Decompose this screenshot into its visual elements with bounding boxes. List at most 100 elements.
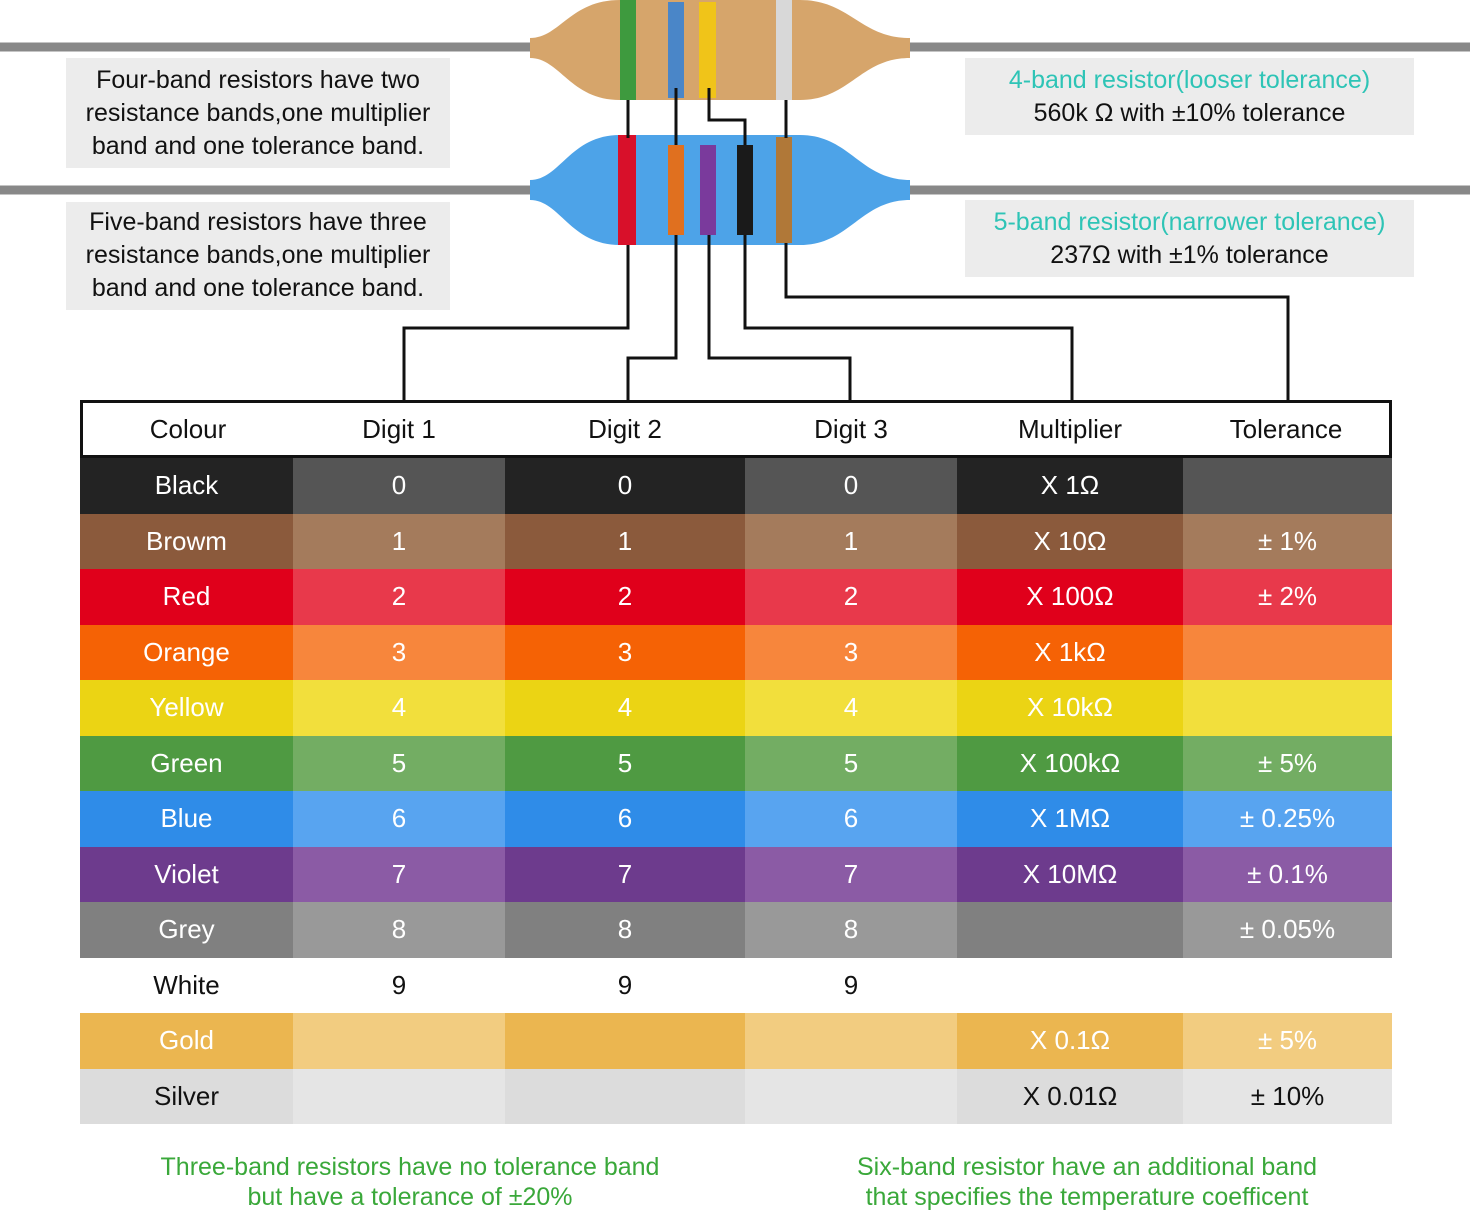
table-row: Gold X 0.1Ω ± 5% (80, 1013, 1392, 1069)
table-cell: ± 0.05% (1183, 902, 1392, 958)
table-cell: ± 0.25% (1183, 791, 1392, 847)
note-line: resistance bands,one multiplier (85, 99, 431, 127)
band (699, 2, 716, 98)
colour-name: Browm (80, 513, 293, 569)
footnote-line: that specifies the temperature coefficen… (865, 1183, 1309, 1211)
table-cell (1183, 957, 1392, 1013)
table-cell: 5 (745, 735, 957, 791)
table-cell: 7 (745, 846, 957, 902)
table-cell: X 100kΩ (957, 735, 1183, 791)
table-cell: 3 (505, 624, 745, 680)
table-cell (293, 1068, 505, 1124)
five-band-callout: 5-band resistor(narrower tolerance) 237Ω… (965, 200, 1414, 277)
table-cell: 5 (293, 735, 505, 791)
five-band-body (530, 135, 910, 245)
note-line: band and one tolerance band. (91, 274, 425, 302)
table-cell: 2 (505, 569, 745, 625)
colour-name: Green (80, 735, 293, 791)
band (668, 145, 684, 235)
table-cell: 2 (293, 569, 505, 625)
footnote-line: but have a tolerance of ±20% (247, 1183, 573, 1211)
colour-name: Blue (80, 791, 293, 847)
table-cell: 9 (505, 957, 745, 1013)
table-cell: ± 1% (1183, 513, 1392, 569)
table-cell: X 0.01Ω (957, 1068, 1183, 1124)
table-cell (1183, 458, 1392, 514)
colour-name: Violet (80, 846, 293, 902)
footnote-line: Six-band resistor have an additional ban… (856, 1153, 1318, 1181)
table-cell: 8 (293, 902, 505, 958)
table-cell: 8 (505, 902, 745, 958)
table-cell: X 0.1Ω (957, 1013, 1183, 1069)
table-row: Blue 6 6 6 X 1MΩ ± 0.25% (80, 791, 1392, 847)
table-cell (1183, 680, 1392, 736)
six-band-footnote: Six-band resistor have an additional ban… (787, 1152, 1387, 1212)
table-cell (745, 1013, 957, 1069)
table-cell: 1 (293, 513, 505, 569)
band (618, 135, 636, 245)
table-cell: 0 (745, 458, 957, 514)
table-row: Green 5 5 5 X 100kΩ ± 5% (80, 735, 1392, 791)
table-cell: 3 (293, 624, 505, 680)
table-cell: 7 (505, 846, 745, 902)
table-cell: ± 5% (1183, 1013, 1392, 1069)
table-cell: 8 (745, 902, 957, 958)
colour-name: Grey (80, 902, 293, 958)
table-cell: X 100Ω (957, 569, 1183, 625)
colour-code-table: Colour Digit 1 Digit 2 Digit 3 Multiplier Tol… (80, 400, 1392, 1124)
callout-value: 560k Ω with ±10% tolerance (1033, 99, 1346, 127)
note-line: Four-band resistors have two (96, 66, 420, 94)
table-cell (745, 1068, 957, 1124)
header-row: Colour Digit 1 Digit 2 Digit 3 Multiplier Tol… (80, 400, 1392, 458)
table-cell: 7 (293, 846, 505, 902)
resistor-illustration (0, 0, 1470, 400)
table-cell: 0 (293, 458, 505, 514)
connectors (402, 88, 1290, 400)
note-line: Five-band resistors have three (89, 208, 427, 236)
table-cell: X 10Ω (957, 513, 1183, 569)
table-cell: X 10MΩ (957, 846, 1183, 902)
table-row: Yellow 4 4 4 X 10kΩ (80, 680, 1392, 736)
band (620, 0, 636, 100)
table-cell (505, 1013, 745, 1069)
colour-name: White (80, 957, 293, 1013)
callout-title: 4-band resistor(looser tolerance) (1008, 66, 1371, 94)
table-row: Browm 1 1 1 X 10Ω ± 1% (80, 513, 1392, 569)
five-band-note: Five-band resistors have three resistanc… (66, 202, 450, 310)
header-cell: Multiplier (1017, 413, 1123, 444)
colour-name: Gold (80, 1013, 293, 1069)
four-band-body (530, 0, 910, 100)
band (668, 2, 684, 98)
header-cell: Colour (149, 413, 227, 444)
table-cell (293, 1013, 505, 1069)
table-cell: 3 (745, 624, 957, 680)
footnote-line: Three-band resistors have no tolerance b… (160, 1153, 660, 1181)
table-cell: X 10kΩ (957, 680, 1183, 736)
table-row: Silver X 0.01Ω ± 10% (80, 1068, 1392, 1124)
header-cell: Digit 1 (362, 413, 436, 444)
table-cell: 6 (505, 791, 745, 847)
band (776, 137, 792, 243)
table-cell: 4 (745, 680, 957, 736)
four-band-callout: 4-band resistor(looser tolerance) 560k Ω… (965, 58, 1414, 135)
table-cell: 9 (293, 957, 505, 1013)
band (737, 145, 753, 235)
band (776, 0, 792, 100)
colour-name: Silver (80, 1068, 293, 1124)
table-row: Orange 3 3 3 X 1kΩ (80, 624, 1392, 680)
colour-name: Black (80, 458, 293, 514)
table-cell: 0 (505, 458, 745, 514)
table-cell (957, 957, 1183, 1013)
table-cell: 1 (745, 513, 957, 569)
table-cell: 6 (745, 791, 957, 847)
table-cell: 4 (505, 680, 745, 736)
callout-value: 237Ω with ±1% tolerance (1050, 241, 1329, 269)
three-band-footnote: Three-band resistors have no tolerance b… (110, 1152, 710, 1212)
table-row: Violet 7 7 7 X 10MΩ ± 0.1% (80, 846, 1392, 902)
table-row: Red 2 2 2 X 100Ω ± 2% (80, 569, 1392, 625)
table-cell: 5 (505, 735, 745, 791)
table-cell (1183, 624, 1392, 680)
four-band-note: Four-band resistors have two resistance … (66, 58, 450, 168)
colour-name: Red (80, 569, 293, 625)
table-cell: 1 (505, 513, 745, 569)
